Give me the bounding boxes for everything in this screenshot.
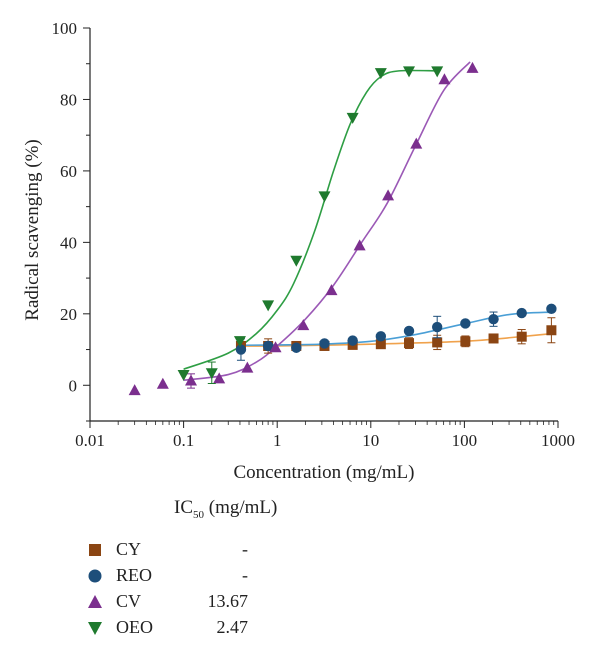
data-point-cy bbox=[546, 325, 557, 336]
data-point-cv bbox=[297, 319, 310, 331]
data-point-cv bbox=[213, 372, 226, 384]
x-tick-label: 0.01 bbox=[75, 431, 105, 450]
legend-row-oeo: OEO 2.47 bbox=[86, 617, 386, 639]
triangle-up-marker-icon bbox=[88, 595, 102, 608]
data-point-cy bbox=[432, 337, 443, 348]
data-point-reo bbox=[488, 313, 499, 325]
triangle-down-marker-icon bbox=[88, 622, 102, 635]
data-point-reo bbox=[403, 325, 415, 337]
data-point-oeo bbox=[233, 336, 246, 348]
ic50-title: IC50 (mg/mL) bbox=[174, 497, 278, 521]
data-point-cy bbox=[488, 333, 499, 344]
circle-marker-icon bbox=[88, 569, 102, 583]
x-tick-label: 1 bbox=[273, 431, 282, 450]
legend-value: 13.67 bbox=[207, 591, 249, 611]
legend-value: 2.47 bbox=[216, 617, 249, 637]
legend-name: REO bbox=[116, 565, 152, 585]
y-tick-label: 100 bbox=[52, 19, 78, 38]
data-point-cv bbox=[382, 189, 395, 201]
data-point-oeo bbox=[262, 300, 275, 312]
y-tick-label: 60 bbox=[60, 162, 77, 181]
legend-row-cy: CY - bbox=[86, 539, 386, 561]
legend-name: OEO bbox=[116, 617, 153, 637]
axes: 0 20 40 60 80 100 0.01 0.1 1 10 100 1000 bbox=[52, 19, 576, 450]
data-point-cy bbox=[516, 331, 527, 342]
data-point-cy bbox=[404, 338, 415, 349]
legend-row-reo: REO - bbox=[86, 565, 386, 587]
data-point-cy bbox=[460, 336, 471, 347]
fit-curve-reo bbox=[239, 311, 554, 347]
data-point-oeo bbox=[318, 191, 331, 203]
y-tick-label: 40 bbox=[60, 233, 77, 252]
chart: 0 20 40 60 80 100 0.01 0.1 1 10 100 1000 Radical sc… bbox=[22, 19, 576, 483]
data-point-oeo bbox=[346, 112, 359, 124]
legend-row-cv: CV 13.67 bbox=[86, 591, 386, 613]
data-point-cy bbox=[375, 339, 386, 350]
data-point-oeo bbox=[177, 370, 190, 382]
x-tick-label: 1000 bbox=[541, 431, 575, 450]
y-tick-label: 20 bbox=[60, 305, 77, 324]
x-tick-label: 100 bbox=[452, 431, 478, 450]
x-tick-label: 10 bbox=[362, 431, 379, 450]
data-point-reo bbox=[375, 331, 387, 342]
y-axis-label: Radical scavenging (%) bbox=[22, 139, 43, 320]
data-point-reo bbox=[347, 335, 358, 346]
data-point-reo bbox=[262, 340, 274, 352]
data-points bbox=[128, 61, 557, 396]
data-point-cv bbox=[410, 137, 423, 149]
data-point-reo bbox=[291, 342, 302, 353]
ic50-legend: IC50 (mg/mL) CY - REO - CV 13.67 OEO 2.4… bbox=[86, 497, 386, 647]
data-point-cv bbox=[466, 61, 479, 73]
data-point-reo bbox=[235, 344, 247, 355]
data-point-reo bbox=[431, 321, 443, 333]
data-point-oeo bbox=[431, 66, 444, 78]
legend-value: - bbox=[242, 565, 248, 585]
x-tick-label: 0.1 bbox=[173, 431, 194, 450]
data-point-reo bbox=[516, 307, 527, 319]
data-point-cv bbox=[353, 239, 366, 251]
data-point-oeo bbox=[205, 368, 218, 380]
legend-value: - bbox=[242, 539, 248, 559]
data-point-cv bbox=[438, 73, 451, 85]
data-point-cv bbox=[156, 377, 169, 389]
data-point-reo bbox=[460, 318, 471, 329]
data-point-reo bbox=[319, 338, 330, 349]
data-point-cv bbox=[325, 284, 338, 296]
data-point-oeo bbox=[290, 255, 303, 267]
fit-curve-oeo bbox=[183, 69, 437, 370]
x-axis-label: Concentration (mg/mL) bbox=[234, 462, 415, 483]
square-marker-icon bbox=[89, 544, 101, 556]
legend-name: CV bbox=[116, 591, 142, 611]
data-point-cv bbox=[128, 384, 141, 396]
data-point-reo bbox=[546, 303, 557, 315]
y-tick-label: 0 bbox=[69, 376, 78, 395]
data-point-cv bbox=[269, 341, 282, 353]
legend-name: CY bbox=[116, 539, 142, 559]
data-point-cv bbox=[185, 374, 198, 386]
data-point-oeo bbox=[403, 66, 416, 78]
fit-curves bbox=[183, 61, 554, 382]
y-tick-label: 80 bbox=[60, 90, 77, 109]
data-point-oeo bbox=[374, 68, 387, 80]
data-point-cv bbox=[241, 361, 254, 373]
